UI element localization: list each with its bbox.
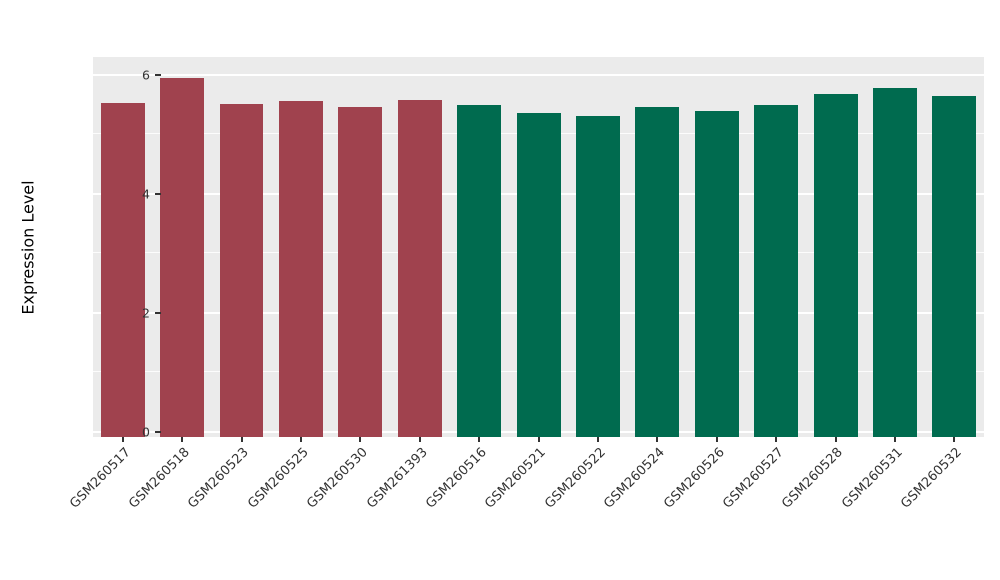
bar-slot — [449, 57, 508, 437]
bar — [635, 107, 680, 437]
bar-slot — [93, 57, 152, 437]
x-axis-ticks — [93, 437, 984, 442]
x-tick-slot — [509, 437, 568, 442]
bar-slot — [568, 57, 627, 437]
x-tick-slot — [271, 437, 330, 442]
bar — [278, 101, 323, 437]
x-tick-slot — [212, 437, 271, 442]
bar — [516, 112, 561, 437]
bar-slot — [509, 57, 568, 437]
bar-slot — [390, 57, 449, 437]
x-tick-slot — [93, 437, 152, 442]
bar-slot — [152, 57, 211, 437]
x-tick-label: GSM260517 — [66, 445, 134, 512]
bar-slot — [687, 57, 746, 437]
y-tick-mark — [155, 431, 161, 433]
y-axis: 0 2 4 6 — [93, 57, 163, 440]
gridline-major — [93, 73, 984, 76]
bars-layer — [93, 57, 984, 437]
x-tick-slot — [806, 437, 865, 442]
y-tick-mark — [155, 73, 161, 76]
x-tick-slot — [865, 437, 924, 442]
x-tick-slot — [390, 437, 449, 442]
bar — [219, 104, 264, 437]
y-tick-label: 6 — [142, 67, 150, 83]
bar-slot — [628, 57, 687, 437]
x-tick-mark — [121, 437, 124, 442]
bar-slot — [212, 57, 271, 437]
bar — [694, 111, 739, 437]
x-tick-mark — [775, 437, 778, 442]
x-tick-mark — [299, 437, 302, 442]
bar-slot — [806, 57, 865, 437]
x-tick-mark — [596, 437, 599, 442]
x-tick-slot — [687, 437, 746, 442]
x-tick-mark — [953, 437, 956, 442]
x-tick-mark — [656, 437, 659, 442]
y-tick-label: 2 — [142, 305, 150, 321]
x-label-slot: GSM260532 — [898, 445, 984, 555]
bar — [397, 100, 442, 437]
x-tick-slot — [449, 437, 508, 442]
x-tick-slot — [746, 437, 805, 442]
y-tick-mark — [155, 192, 161, 195]
bar-slot — [865, 57, 924, 437]
x-tick-mark — [240, 437, 243, 442]
bar — [873, 88, 917, 437]
y-axis-title-text: Expression Level — [18, 179, 38, 315]
x-tick-slot — [331, 437, 390, 442]
x-tick-slot — [568, 437, 627, 442]
x-tick-mark — [359, 437, 362, 442]
x-tick-mark — [418, 437, 421, 442]
x-tick-mark — [537, 437, 540, 442]
x-tick-mark — [834, 437, 837, 442]
x-tick-slot — [628, 437, 687, 442]
y-tick-mark — [155, 311, 161, 314]
bar — [754, 105, 799, 437]
bar — [160, 77, 205, 437]
y-tick-label: 0 — [142, 424, 150, 440]
x-tick-mark — [181, 437, 184, 442]
x-tick-mark — [715, 437, 718, 442]
bar — [100, 103, 145, 437]
bar-slot — [331, 57, 390, 437]
x-tick-slot — [925, 437, 984, 442]
panel-background — [93, 57, 984, 437]
bar — [457, 105, 502, 437]
bar-slot — [925, 57, 984, 437]
bar — [338, 107, 383, 437]
bar-slot — [746, 57, 805, 437]
bar — [932, 96, 977, 437]
bar — [575, 116, 620, 437]
x-tick-mark — [893, 437, 896, 442]
x-tick-mark — [478, 437, 481, 442]
bar — [813, 94, 858, 437]
y-tick-label: 4 — [142, 186, 150, 202]
bar-slot — [271, 57, 330, 437]
y-axis-title: Expression Level — [10, 57, 46, 437]
x-axis-labels: GSM260517 GSM260518 GSM260523 GSM260525 GSM2… — [67, 445, 984, 555]
x-tick-slot — [152, 437, 211, 442]
